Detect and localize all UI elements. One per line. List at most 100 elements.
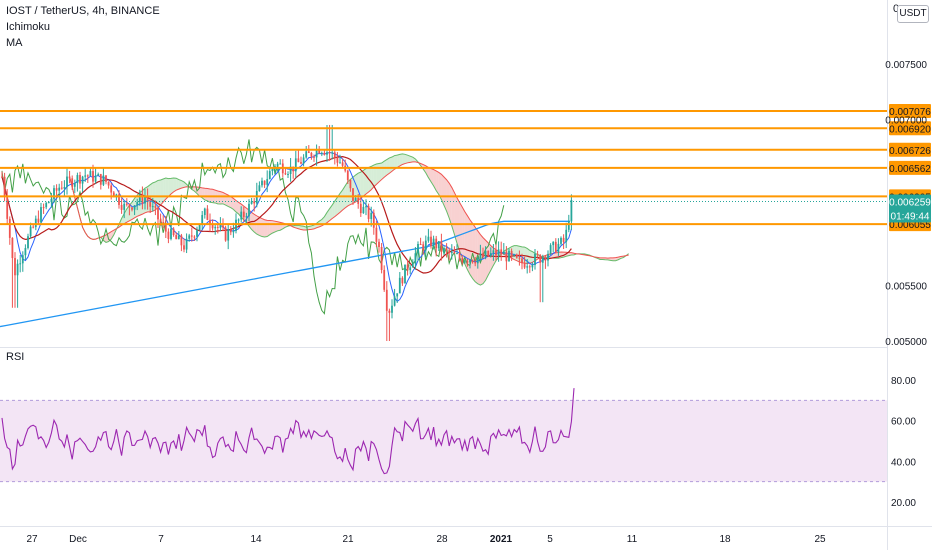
price-candle — [69, 177, 71, 179]
price-candle — [339, 162, 341, 163]
price-candle — [108, 182, 110, 186]
price-candle — [545, 257, 547, 260]
price-candle — [428, 237, 430, 241]
price-candle — [71, 178, 73, 186]
ichimoku-cloud-segment — [366, 167, 369, 194]
horizontal-level-label: 0.006562 — [889, 164, 931, 175]
price-candle — [19, 263, 21, 264]
price-candle — [472, 260, 474, 262]
price-candle — [100, 174, 102, 185]
time-axis-tick: 14 — [250, 534, 262, 545]
price-candle — [79, 175, 81, 184]
price-candle — [235, 220, 237, 231]
price-candle — [355, 198, 357, 201]
price-candle — [391, 306, 393, 313]
price-candle — [287, 174, 289, 175]
price-candle — [350, 180, 352, 188]
price-candle — [521, 259, 523, 264]
price-candle — [399, 278, 401, 294]
rsi-axis-tick: 80.00 — [891, 376, 916, 387]
price-candle — [103, 175, 105, 184]
currency-badge[interactable]: USDT — [897, 5, 929, 23]
price-candle — [84, 175, 86, 176]
price-candle — [121, 205, 123, 210]
ichimoku-cloud-segment — [278, 222, 281, 231]
price-candle — [394, 296, 396, 305]
time-axis-tick: Dec — [69, 534, 87, 545]
price-candle — [370, 213, 372, 219]
price-candle — [17, 264, 19, 276]
ichimoku-cloud-segment — [262, 219, 265, 237]
price-candle — [248, 204, 250, 216]
price-candle — [279, 164, 281, 165]
price-candle — [181, 236, 183, 246]
ichimoku-cloud-segment — [207, 188, 210, 202]
price-candle — [511, 251, 513, 255]
price-candle — [565, 230, 567, 242]
price-candle — [66, 177, 68, 187]
price-candle — [214, 227, 216, 228]
price-candle — [376, 228, 378, 242]
time-axis-tick: 2021 — [490, 534, 513, 545]
price-candle — [326, 152, 328, 155]
price-candle — [305, 151, 307, 157]
price-candle — [238, 220, 240, 221]
price-candle — [438, 241, 440, 248]
ichimoku-cloud-segment — [176, 178, 179, 190]
price-candle — [308, 151, 310, 153]
price-candle — [45, 203, 47, 207]
price-candle — [105, 175, 107, 181]
price-candle — [547, 254, 549, 261]
price-candle — [469, 260, 471, 262]
price-candle — [56, 188, 58, 191]
price-candle — [259, 185, 261, 191]
ichimoku-cloud-segment — [389, 157, 392, 173]
ichimoku-span-a — [70, 154, 629, 285]
price-candle — [443, 248, 445, 252]
price-candle — [230, 229, 232, 232]
price-candle — [448, 250, 450, 253]
time-axis-tick: 5 — [547, 534, 553, 545]
ichimoku-cloud-segment — [205, 188, 208, 201]
rsi-axis-tick: 20.00 — [891, 498, 916, 509]
price-candle — [300, 162, 302, 164]
price-candle — [368, 206, 370, 219]
price-candle — [571, 200, 573, 221]
price-candle — [425, 241, 427, 251]
ichimoku-span-b — [70, 162, 629, 264]
symbol-title: IOST / TetherUS, 4h, BINANCE — [6, 5, 160, 18]
price-candle — [420, 244, 422, 245]
price-candle — [227, 229, 229, 240]
price-candle — [563, 238, 565, 242]
ichimoku-cloud-segment — [220, 192, 223, 204]
price-candle — [40, 207, 42, 222]
price-candle — [537, 254, 539, 255]
price-candle — [334, 152, 336, 157]
price-candle — [92, 171, 94, 182]
price-candle — [464, 261, 466, 262]
price-candle — [474, 262, 476, 263]
price-candle — [513, 255, 515, 256]
ichimoku-cloud-segment — [402, 154, 405, 165]
price-candle — [532, 265, 534, 267]
price-candle — [360, 204, 362, 213]
price-candle — [269, 171, 271, 179]
price-candle — [22, 255, 24, 263]
rsi-axis-tick: 60.00 — [891, 417, 916, 428]
ichimoku-cloud-segment — [470, 220, 473, 279]
ichimoku-cloud-segment — [174, 178, 177, 192]
ichimoku-cloud-segment — [483, 238, 486, 284]
time-axis-tick: 11 — [627, 534, 638, 545]
price-candle — [298, 158, 300, 162]
price-candle — [500, 249, 502, 254]
rsi-pane-label[interactable]: RSI — [6, 351, 24, 364]
price-candle — [1, 177, 3, 178]
price-candle — [136, 202, 138, 205]
indicator-ma-label[interactable]: MA — [6, 37, 23, 50]
price-candle — [220, 225, 222, 227]
indicator-ichimoku-label[interactable]: Ichimoku — [6, 21, 50, 34]
price-candle — [519, 258, 521, 259]
ichimoku-cloud-segment — [382, 161, 385, 179]
